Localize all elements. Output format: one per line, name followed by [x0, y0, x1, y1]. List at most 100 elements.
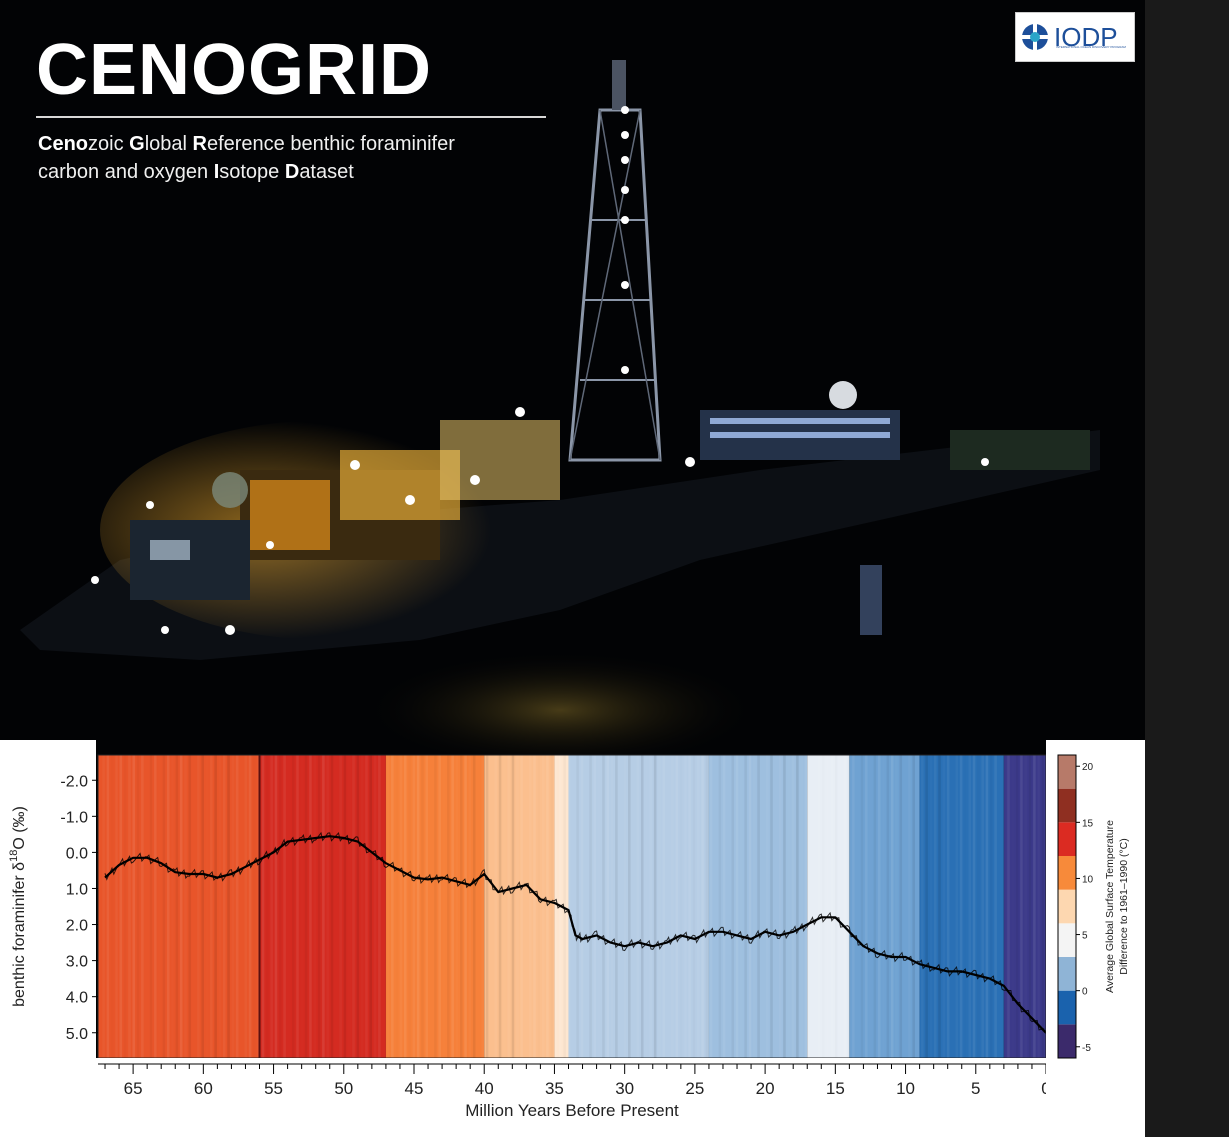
stripe-texture [141, 755, 144, 1058]
stripe-texture [270, 755, 273, 1058]
stripe-texture [253, 755, 256, 1058]
x-tick-label: 15 [826, 1079, 845, 1098]
x-tick-label: 40 [475, 1079, 494, 1098]
figure-panel: CENOGRID Cenozoic Global Reference benth… [0, 0, 1145, 1137]
stripe-texture [943, 755, 946, 1058]
stripe-texture [459, 755, 463, 1058]
stripe-texture [972, 755, 976, 1058]
stripe-texture [301, 755, 304, 1058]
colorbar-segment [1058, 822, 1076, 856]
stripe-texture [796, 755, 799, 1058]
stripe-texture [158, 755, 161, 1058]
subtitle-segment: Ceno [38, 133, 88, 155]
stripe-texture [507, 755, 510, 1058]
stripe-texture [946, 755, 950, 1058]
stripe-texture [529, 755, 532, 1058]
stripe-texture [727, 755, 730, 1058]
right-margin-strip [1145, 0, 1229, 1137]
stripe-texture [585, 755, 588, 1058]
stripe-texture [274, 755, 278, 1058]
y-tick-label: 1.0 [66, 881, 88, 898]
stripe-texture [753, 755, 756, 1058]
stripe-texture [791, 755, 795, 1058]
stripe-texture [611, 755, 614, 1058]
stripe-texture [356, 755, 360, 1058]
stripe-texture [835, 755, 838, 1058]
stripe-texture [589, 755, 592, 1058]
stripe-texture [162, 755, 166, 1058]
y-axis-label: benthic foraminifer δ18O (‰) [8, 806, 28, 1007]
stripe-texture [701, 755, 704, 1058]
stripe-texture [503, 755, 506, 1058]
stripe-texture [222, 755, 226, 1058]
stripe-texture [800, 755, 803, 1058]
stripe-texture [111, 755, 114, 1058]
stripe-texture [554, 755, 558, 1058]
subtitle-segment: sotope [219, 161, 285, 183]
colorbar-segment [1058, 1024, 1076, 1058]
y-tick-label: 5.0 [66, 1026, 88, 1043]
stripe-texture [925, 755, 928, 1058]
stripe-texture [266, 755, 269, 1058]
stripe-texture [494, 755, 498, 1058]
delta18o-chart: 65605550454035302520151050Million Years … [0, 740, 1145, 1137]
stripe-texture [899, 755, 903, 1058]
stripe-texture [709, 755, 713, 1058]
stripe-texture [322, 755, 325, 1058]
stripe-texture [576, 755, 579, 1058]
stripe-texture [179, 755, 183, 1058]
stripe-texture [119, 755, 123, 1058]
x-axis-label: Million Years Before Present [465, 1101, 679, 1120]
colorbar-frame [1057, 754, 1077, 1059]
stripe-texture [640, 755, 644, 1058]
stripe-texture [921, 755, 924, 1058]
y-tick-label: 4.0 [66, 990, 88, 1007]
stripe-texture [615, 755, 618, 1058]
stripe-texture [154, 755, 157, 1058]
stripe-texture [985, 755, 989, 1058]
stripe-texture [731, 755, 735, 1058]
stripe-texture [775, 755, 778, 1058]
colorbar-segment [1058, 856, 1076, 890]
stripe-texture [472, 755, 476, 1058]
warming-stripe [807, 755, 850, 1058]
stripe-texture [443, 755, 446, 1058]
stripe-texture [917, 755, 920, 1058]
stripe-texture [403, 755, 407, 1058]
stripe-texture [628, 755, 631, 1058]
stripe-texture [671, 755, 674, 1058]
stripe-texture [235, 755, 239, 1058]
stripe-texture [735, 755, 739, 1058]
stripe-texture [933, 755, 937, 1058]
stripe-texture [132, 755, 136, 1058]
stripe-texture [843, 755, 847, 1058]
stripe-texture [580, 755, 584, 1058]
stripe-texture [352, 755, 355, 1058]
stripe-texture [1028, 755, 1032, 1058]
colorbar-tick-label: 0 [1082, 987, 1088, 998]
stripe-texture [632, 755, 635, 1058]
subtitle-line-2: carbon and oxygen Isotope Dataset [38, 158, 558, 186]
colorbar-segment [1058, 990, 1076, 1025]
stripe-texture [649, 755, 653, 1058]
subtitle-segment: I [213, 161, 220, 183]
stripe-texture [688, 755, 691, 1058]
stripe-texture [538, 755, 541, 1058]
stripe-texture [770, 755, 773, 1058]
stripe-texture [326, 755, 329, 1058]
stripe-texture [296, 755, 299, 1058]
stripe-texture [197, 755, 200, 1058]
stripe-texture [434, 755, 437, 1058]
stripe-texture [438, 755, 442, 1058]
stripe-texture [645, 755, 648, 1058]
stripe-texture [959, 755, 963, 1058]
stripe-texture [248, 755, 252, 1058]
stripe-texture [861, 755, 864, 1058]
stripe-texture [852, 755, 855, 1058]
stripe-texture [210, 755, 213, 1058]
stripe-texture [869, 755, 872, 1058]
stripe-texture [826, 755, 829, 1058]
subtitle-segment: eference benthic foraminifer [206, 133, 455, 155]
stripe-texture [421, 755, 424, 1058]
warming-stripe [484, 755, 555, 1058]
